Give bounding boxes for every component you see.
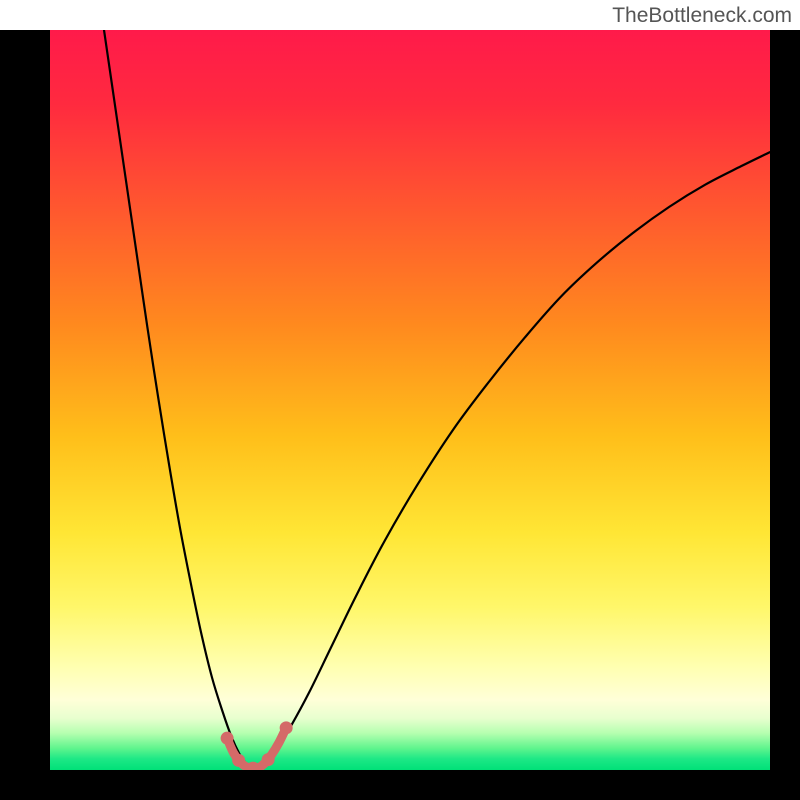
chart (0, 0, 800, 800)
chart-svg (0, 0, 800, 800)
watermark-text: TheBottleneck.com (612, 4, 792, 28)
chart-container: TheBottleneck.com (0, 0, 800, 800)
